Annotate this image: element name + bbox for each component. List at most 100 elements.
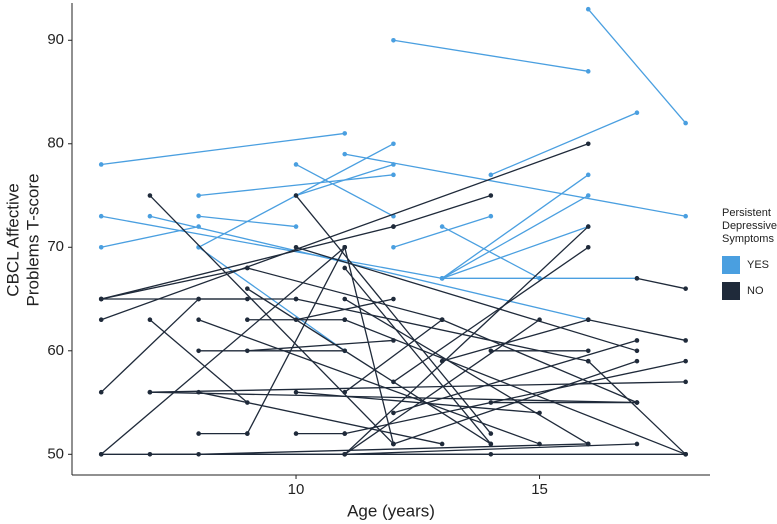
legend-label: YES (747, 259, 769, 271)
point (391, 224, 396, 229)
subject-line (198, 443, 589, 455)
point (585, 348, 591, 354)
point (585, 244, 591, 250)
legend-swatch (722, 256, 740, 274)
subject-line (295, 298, 589, 362)
point (98, 451, 104, 457)
point (634, 276, 640, 281)
subject-line (247, 267, 443, 321)
subject-line (441, 319, 589, 362)
subject-line (295, 163, 394, 197)
y-tick-label: 60 (47, 342, 64, 359)
subject-line (441, 319, 638, 404)
subject-line (344, 298, 589, 445)
point (488, 441, 494, 447)
subject-line (198, 391, 443, 445)
point (391, 296, 396, 302)
subject-line (198, 174, 394, 197)
point (147, 193, 153, 198)
legend-title: Persistent (722, 207, 771, 219)
point (683, 286, 688, 291)
point (147, 389, 153, 395)
point (342, 389, 348, 395)
subject-line (344, 319, 443, 393)
point (439, 358, 445, 364)
point (585, 358, 591, 364)
point (196, 213, 201, 219)
point (683, 213, 688, 219)
legend-title: Depressive (722, 220, 777, 232)
point (245, 265, 250, 271)
point (293, 224, 299, 229)
point (488, 172, 494, 178)
subject-line (393, 215, 492, 248)
point (537, 317, 542, 323)
subject-line (101, 225, 394, 300)
legend-title: Symptoms (722, 233, 774, 245)
subject-line (441, 226, 540, 279)
point (196, 389, 201, 395)
subject-line (344, 153, 686, 217)
y-tick-label: 80 (47, 135, 64, 152)
legend-swatch (722, 282, 740, 300)
point (439, 224, 445, 229)
point (98, 162, 104, 167)
point (683, 338, 688, 343)
y-axis-title-line: CBCL Affective (3, 183, 22, 296)
subject-line (393, 246, 589, 383)
point (293, 193, 299, 198)
subject-line (295, 391, 540, 414)
point (585, 172, 591, 178)
point (293, 431, 299, 436)
point (342, 265, 348, 271)
point (585, 224, 591, 229)
point (342, 244, 348, 250)
point (683, 451, 688, 457)
point (585, 69, 591, 74)
subject-line (441, 174, 589, 279)
subject-line (344, 443, 637, 455)
point (196, 348, 201, 354)
subject-line (149, 215, 589, 321)
y-tick-label: 70 (47, 238, 64, 255)
point (342, 451, 348, 457)
point (293, 162, 299, 167)
point (634, 348, 640, 354)
point (342, 131, 348, 136)
point (634, 110, 640, 116)
subject-line (101, 143, 589, 321)
subject-line (101, 215, 443, 279)
point (683, 120, 688, 126)
point (439, 441, 445, 447)
subject-line (198, 319, 540, 445)
point (683, 358, 688, 364)
point (342, 151, 348, 157)
subject-line (149, 319, 248, 404)
subject-line (344, 360, 686, 435)
point (245, 431, 250, 436)
point (585, 6, 591, 12)
point (98, 296, 104, 302)
y-axis-title: CBCL Affective Problems T-score (3, 174, 42, 307)
subject-line (101, 132, 345, 166)
legend-label: NO (747, 285, 764, 297)
subject-line (393, 39, 589, 72)
point (293, 244, 299, 250)
point (293, 317, 299, 323)
point (196, 431, 201, 436)
point (245, 348, 250, 354)
point (293, 389, 299, 395)
point (634, 358, 640, 364)
x-tick-label: 10 (288, 481, 305, 498)
subject-line (295, 246, 638, 352)
subject-line (587, 360, 687, 455)
subject-line (247, 339, 394, 352)
point (342, 296, 348, 302)
point (196, 317, 201, 323)
subject-line (344, 226, 589, 455)
point (391, 141, 396, 147)
subject-line (587, 8, 687, 124)
point (196, 296, 201, 302)
point (488, 431, 494, 436)
